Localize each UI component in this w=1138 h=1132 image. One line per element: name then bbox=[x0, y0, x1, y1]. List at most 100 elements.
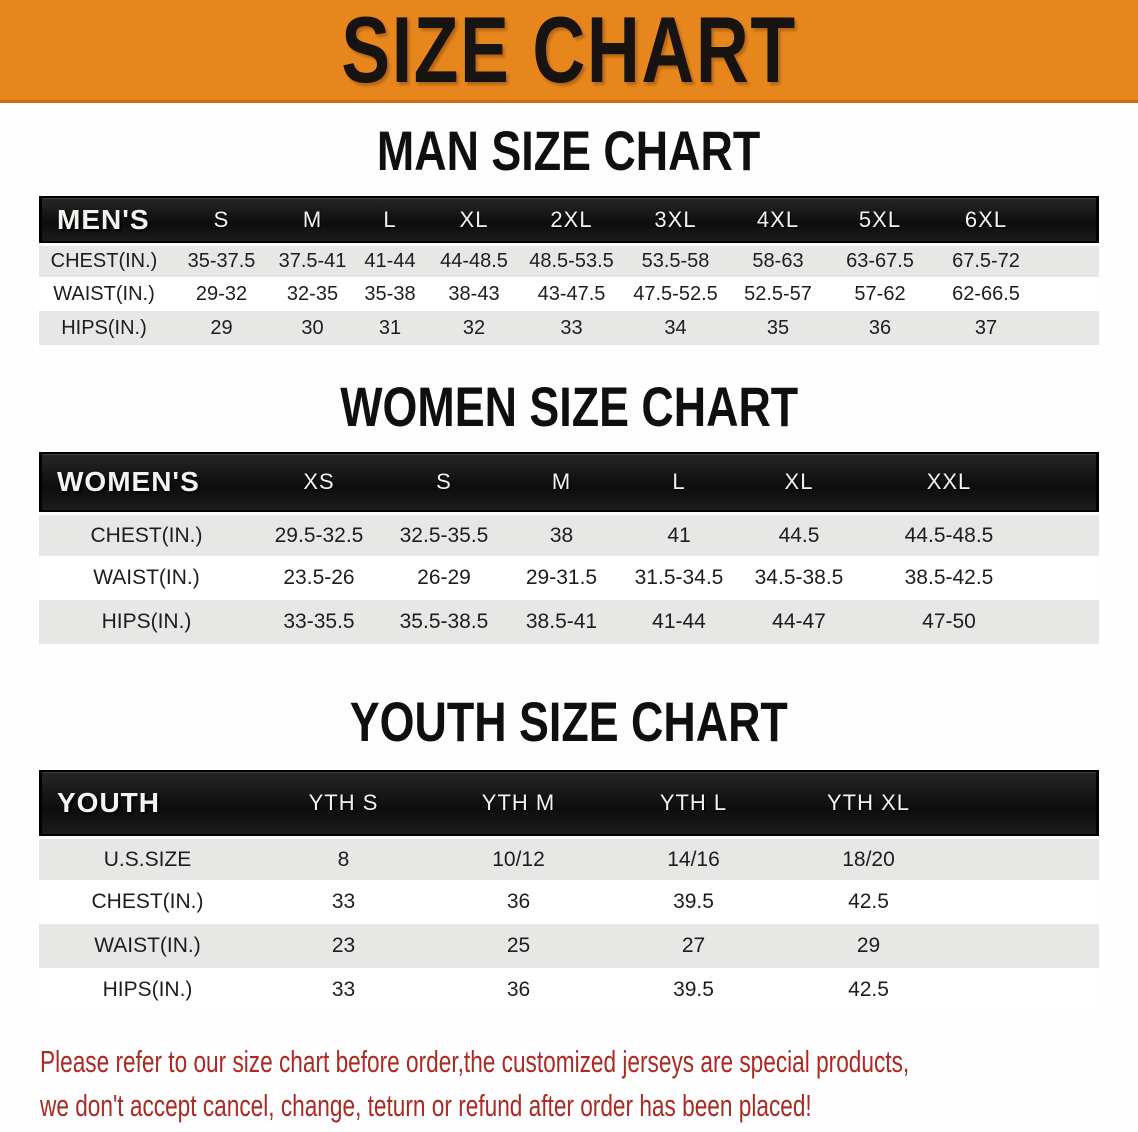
women-row-filler bbox=[1039, 600, 1099, 644]
men-size-value: 41-44 bbox=[351, 243, 429, 277]
men-size-value: 37 bbox=[931, 311, 1041, 345]
women-section-title: WOMEN SIZE CHART bbox=[39, 379, 1099, 435]
youth-size-value: 39.5 bbox=[606, 968, 781, 1012]
men-size-value: 62-66.5 bbox=[931, 277, 1041, 311]
men-col-header-6xl: 6XL bbox=[931, 196, 1041, 243]
men-size-value: 37.5-41 bbox=[274, 243, 351, 277]
women-header-label: WOMEN'S bbox=[39, 452, 254, 512]
youth-row-filler bbox=[956, 836, 1099, 880]
youth-row-filler bbox=[956, 880, 1099, 924]
women-size-value: 33-35.5 bbox=[254, 600, 384, 644]
youth-row-label: CHEST(IN.) bbox=[39, 880, 256, 924]
men-size-value: 29 bbox=[169, 311, 274, 345]
disclaimer-line-2: we don't accept cancel, change, teturn o… bbox=[40, 1088, 812, 1123]
size-section-men: MAN SIZE CHART MEN'S S M L XL 2XL 3XL 4XL 5XL 6XL C… bbox=[39, 119, 1099, 345]
men-size-value: 53.5-58 bbox=[624, 243, 727, 277]
women-col-header-xxl: XXL bbox=[859, 452, 1039, 512]
women-header-row: WOMEN'S XS S M L XL XXL bbox=[39, 452, 1099, 512]
youth-col-header-yth-l: YTH L bbox=[606, 770, 781, 836]
women-row-label: CHEST(IN.) bbox=[39, 512, 254, 556]
men-size-value: 32-35 bbox=[274, 277, 351, 311]
youth-size-value: 27 bbox=[606, 924, 781, 968]
women-size-table: WOMEN'S XS S M L XL XXL CHEST(IN.) 29.5-32.5 32.5… bbox=[39, 452, 1099, 644]
men-table-row-hips-in.-: HIPS(IN.) 29 30 31 32 33 34 35 36 37 bbox=[39, 311, 1099, 345]
youth-row-filler bbox=[956, 924, 1099, 968]
women-size-value: 26-29 bbox=[384, 556, 504, 600]
women-row-label: HIPS(IN.) bbox=[39, 600, 254, 644]
men-size-value: 44-48.5 bbox=[429, 243, 519, 277]
women-size-value: 44.5-48.5 bbox=[859, 512, 1039, 556]
youth-table-row-hips-in.-: HIPS(IN.) 33 36 39.5 42.5 bbox=[39, 968, 1099, 1012]
youth-header-label: YOUTH bbox=[39, 770, 256, 836]
youth-row-label: WAIST(IN.) bbox=[39, 924, 256, 968]
men-header-filler bbox=[1041, 196, 1099, 243]
women-col-header-xl: XL bbox=[739, 452, 859, 512]
youth-section-title: YOUTH SIZE CHART bbox=[39, 694, 1099, 750]
women-size-value: 23.5-26 bbox=[254, 556, 384, 600]
men-col-header-4xl: 4XL bbox=[727, 196, 829, 243]
men-size-value: 47.5-52.5 bbox=[624, 277, 727, 311]
youth-size-value: 42.5 bbox=[781, 880, 956, 924]
women-size-value: 35.5-38.5 bbox=[384, 600, 504, 644]
men-size-value: 43-47.5 bbox=[519, 277, 624, 311]
men-size-value: 33 bbox=[519, 311, 624, 345]
women-size-value: 29.5-32.5 bbox=[254, 512, 384, 556]
youth-row-label: HIPS(IN.) bbox=[39, 968, 256, 1012]
men-header-label: MEN'S bbox=[39, 196, 169, 243]
men-table-row-waist-in.-: WAIST(IN.) 29-32 32-35 35-38 38-43 43-47.5 47.… bbox=[39, 277, 1099, 311]
charts-area: MAN SIZE CHART MEN'S S M L XL 2XL 3XL 4XL 5XL 6XL C… bbox=[0, 119, 1138, 1012]
men-table-row-chest-in.-: CHEST(IN.) 35-37.5 37.5-41 41-44 44-48.5 48.5… bbox=[39, 243, 1099, 277]
disclaimer-line-1: Please refer to our size chart before or… bbox=[40, 1044, 910, 1079]
men-size-value: 63-67.5 bbox=[829, 243, 931, 277]
youth-size-value: 25 bbox=[431, 924, 606, 968]
men-size-value: 32 bbox=[429, 311, 519, 345]
men-section-title: MAN SIZE CHART bbox=[39, 119, 1099, 182]
men-size-value: 35-37.5 bbox=[169, 243, 274, 277]
youth-size-value: 14/16 bbox=[606, 836, 781, 880]
size-section-women: WOMEN SIZE CHART WOMEN'S XS S M L XL XXL CHEST(I… bbox=[39, 379, 1099, 644]
women-size-value: 41-44 bbox=[619, 600, 739, 644]
youth-size-value: 33 bbox=[256, 968, 431, 1012]
women-size-value: 44.5 bbox=[739, 512, 859, 556]
women-table-row-hips-in.-: HIPS(IN.) 33-35.5 35.5-38.5 38.5-41 41-44 44-… bbox=[39, 600, 1099, 644]
youth-size-value: 36 bbox=[431, 880, 606, 924]
youth-header-filler bbox=[956, 770, 1099, 836]
men-row-label: HIPS(IN.) bbox=[39, 311, 169, 345]
women-size-value: 31.5-34.5 bbox=[619, 556, 739, 600]
banner-title: SIZE CHART bbox=[341, 0, 797, 102]
youth-size-value: 39.5 bbox=[606, 880, 781, 924]
men-section-title-text: MAN SIZE CHART bbox=[377, 119, 761, 182]
youth-col-header-yth-s: YTH S bbox=[256, 770, 431, 836]
men-size-value: 38-43 bbox=[429, 277, 519, 311]
women-row-label: WAIST(IN.) bbox=[39, 556, 254, 600]
men-col-header-xl: XL bbox=[429, 196, 519, 243]
men-size-value: 35-38 bbox=[351, 277, 429, 311]
women-col-header-l: L bbox=[619, 452, 739, 512]
women-size-value: 38.5-41 bbox=[504, 600, 619, 644]
youth-size-value: 23 bbox=[256, 924, 431, 968]
men-col-header-l: L bbox=[351, 196, 429, 243]
men-size-value: 34 bbox=[624, 311, 727, 345]
youth-size-value: 29 bbox=[781, 924, 956, 968]
youth-size-value: 33 bbox=[256, 880, 431, 924]
youth-header-row: YOUTH YTH S YTH M YTH L YTH XL bbox=[39, 770, 1099, 836]
youth-col-header-yth-m: YTH M bbox=[431, 770, 606, 836]
women-size-value: 41 bbox=[619, 512, 739, 556]
men-size-value: 30 bbox=[274, 311, 351, 345]
women-header-filler bbox=[1039, 452, 1099, 512]
men-size-value: 29-32 bbox=[169, 277, 274, 311]
men-size-value: 58-63 bbox=[727, 243, 829, 277]
men-size-value: 48.5-53.5 bbox=[519, 243, 624, 277]
disclaimer: Please refer to our size chart before or… bbox=[40, 1040, 1138, 1128]
men-row-filler bbox=[1041, 311, 1099, 345]
men-size-value: 31 bbox=[351, 311, 429, 345]
women-table-row-waist-in.-: WAIST(IN.) 23.5-26 26-29 29-31.5 31.5-34.5 34… bbox=[39, 556, 1099, 600]
women-size-value: 47-50 bbox=[859, 600, 1039, 644]
youth-size-value: 42.5 bbox=[781, 968, 956, 1012]
men-col-header-3xl: 3XL bbox=[624, 196, 727, 243]
men-col-header-s: S bbox=[169, 196, 274, 243]
men-size-value: 67.5-72 bbox=[931, 243, 1041, 277]
youth-table-row-u.s.size: U.S.SIZE 8 10/12 14/16 18/20 bbox=[39, 836, 1099, 880]
men-header-row: MEN'S S M L XL 2XL 3XL 4XL 5XL 6XL bbox=[39, 196, 1099, 243]
